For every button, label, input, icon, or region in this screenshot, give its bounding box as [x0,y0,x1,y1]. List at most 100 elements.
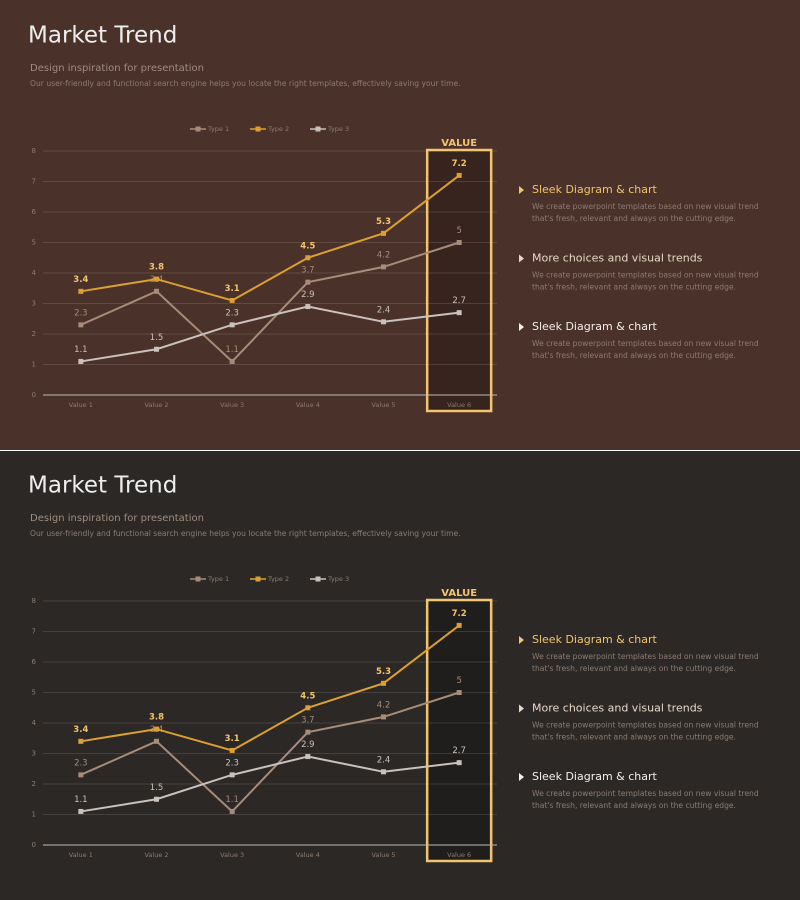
point [305,754,311,760]
slide: Market Trend Design inspiration for prese… [0,450,800,900]
bullet-heading: Sleek Diagram & chart [532,320,658,333]
bullet-text: that's fresh, relevant and always on the… [532,733,736,742]
legend-marker [255,576,261,582]
subtitle: Design inspiration for presentation [30,63,204,74]
title: Market Trend [28,473,177,499]
x-tick-label: Value 1 [69,851,93,859]
background [0,0,800,450]
data-label: 2.9 [301,740,315,750]
x-tick-label: Value 6 [447,851,471,859]
point [381,319,386,325]
x-tick-label: Value 6 [447,401,471,409]
series-line [80,174,460,302]
bullet-text: that's fresh, relevant and always on the… [532,283,736,292]
point [78,738,84,744]
x-tick-label: Value 3 [220,401,244,409]
y-tick-label: 6 [32,208,37,216]
x-tick-label: Value 1 [69,401,93,409]
x-tick-label: Value 2 [144,401,168,409]
x-tick-label: Value 5 [371,851,395,859]
point [154,288,159,294]
data-label: 5.3 [376,217,391,227]
bullet-heading: More choices and visual trends [532,702,703,715]
data-label: 3.8 [149,713,164,723]
data-label: 4.2 [377,250,391,260]
subtitle: Design inspiration for presentation [30,513,204,524]
bullet-heading: More choices and visual trends [532,252,703,265]
data-label: 1.5 [150,783,164,793]
data-label: 1.1 [225,345,239,355]
data-label: 2.3 [74,308,88,318]
bullet-text: We create powerpoint templates based on … [532,721,759,730]
point [154,276,159,282]
data-label: 2.3 [225,758,239,768]
legend-marker [195,576,201,582]
y-tick-label: 5 [32,689,36,697]
point [229,358,235,364]
y-tick-label: 0 [32,391,36,399]
highlight-label: VALUE [441,138,477,149]
bullet-text: that's fresh, relevant and always on the… [532,801,736,810]
bullet-arrow [519,704,524,713]
legend-label: Type 1 [207,575,229,583]
series-line [80,691,460,813]
data-label: 1.1 [74,345,88,355]
title: Market Trend [28,23,177,49]
point [456,622,462,628]
slide: Market Trend Design inspiration for prese… [0,0,800,450]
legend-marker [255,126,261,132]
y-tick-label: 8 [32,597,36,605]
data-label: 1.5 [150,333,164,343]
legend-marker [315,576,321,582]
point [305,255,311,261]
data-label: 4.2 [377,700,391,710]
highlight-fill [427,600,492,861]
data-label: 1.1 [74,795,88,805]
point [456,690,462,695]
point [456,760,462,766]
point [456,310,462,316]
legend-label: Type 2 [267,125,289,133]
data-label: 2.4 [377,305,391,315]
point [229,808,235,814]
description: Our user-friendly and functional search … [30,79,461,88]
point [78,322,84,328]
legend-label: Type 1 [207,125,229,133]
data-label: 1.1 [225,795,239,805]
legend-label: Type 3 [327,125,349,133]
data-label: 5.3 [376,667,391,677]
legend-label: Type 3 [327,575,349,583]
data-label: 3.1 [225,284,240,294]
data-label: 3.4 [73,275,88,285]
data-label: 7.2 [452,159,467,169]
point [154,726,159,732]
bullet-arrow [519,773,524,781]
x-tick-label: Value 5 [371,401,395,409]
point [381,264,386,270]
point [381,769,386,775]
bullet-text: that's fresh, relevant and always on the… [532,351,736,360]
data-label: 5 [456,226,461,236]
highlight-box [425,148,493,413]
y-tick-label: 7 [32,178,36,186]
point [78,808,84,814]
data-label: 2.3 [225,308,239,318]
y-tick-label: 5 [32,239,36,247]
legend-label: Type 2 [267,575,289,583]
bullet-heading: Sleek Diagram & chart [532,633,658,646]
y-tick-label: 1 [32,811,36,819]
point [78,288,84,294]
data-label: 2.4 [377,755,391,765]
x-tick-label: Value 2 [144,851,168,859]
point [78,358,84,364]
bullet-text: We create powerpoint templates based on … [532,202,759,211]
data-label: 2.7 [452,746,466,756]
point [305,705,311,711]
y-tick-label: 2 [32,330,36,338]
point [456,240,462,245]
y-tick-label: 1 [32,361,36,369]
series-line [80,305,460,363]
x-tick-label: Value 4 [296,851,320,859]
data-label: 4.5 [300,691,315,701]
